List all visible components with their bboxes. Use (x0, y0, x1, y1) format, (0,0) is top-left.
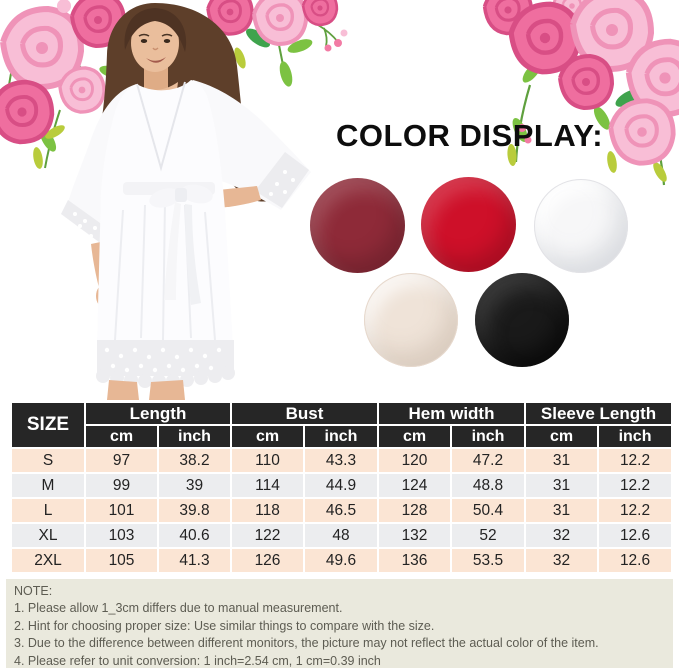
size-label: XL (10, 522, 86, 549)
header-sleeve-length: Sleeve Length (524, 401, 674, 426)
cell: 44.9 (303, 472, 379, 499)
unit-header: inch (157, 424, 232, 449)
cell: 48.8 (449, 472, 527, 499)
cell: 12.2 (597, 472, 674, 499)
header-hem-width: Hem width (376, 401, 527, 426)
cell: 47.2 (449, 447, 527, 474)
size-label: 2XL (10, 547, 86, 574)
cell: 99 (84, 472, 159, 499)
cell: 31 (524, 472, 600, 499)
cell: 103 (84, 522, 159, 549)
table-row-l: L 101 39.8 118 46.5 128 50.4 31 12.2 (10, 497, 674, 524)
cell: 122 (230, 522, 305, 549)
color-swatch-black (475, 273, 569, 367)
unit-header: cm (377, 424, 452, 449)
cell: 32 (524, 547, 600, 574)
cell: 12.6 (597, 547, 674, 574)
table-row-s: S 97 38.2 110 43.3 120 47.2 31 12.2 (10, 447, 674, 474)
cell: 41.3 (157, 547, 232, 574)
cell: 128 (377, 497, 452, 524)
color-swatch-red (421, 177, 516, 272)
cell: 48 (303, 522, 379, 549)
unit-header: inch (597, 424, 674, 449)
color-display-heading: COLOR DISPLAY: (336, 118, 604, 153)
note-item-4: 4. Please refer to unit conversion: 1 in… (14, 653, 381, 668)
cell: 12.2 (597, 497, 674, 524)
cell: 52 (449, 522, 527, 549)
cell: 12.6 (597, 522, 674, 549)
color-swatch-champagne (364, 273, 458, 367)
note-title: NOTE: (14, 584, 53, 598)
cell: 132 (377, 522, 452, 549)
cell: 124 (377, 472, 452, 499)
cell: 97 (84, 447, 159, 474)
unit-header: cm (84, 424, 159, 449)
cell: 32 (524, 522, 600, 549)
unit-header: cm (524, 424, 600, 449)
cell: 136 (377, 547, 452, 574)
color-swatch-wine-red (310, 178, 405, 273)
unit-header: inch (303, 424, 379, 449)
size-label: M (10, 472, 86, 499)
size-label: L (10, 497, 86, 524)
cell: 43.3 (303, 447, 379, 474)
cell: 53.5 (449, 547, 527, 574)
table-row-xl: XL 103 40.6 122 48 132 52 32 12.6 (10, 522, 674, 549)
cell: 12.2 (597, 447, 674, 474)
header-length: Length (84, 401, 232, 426)
header-size: SIZE (10, 401, 86, 449)
model-photo (61, 3, 311, 400)
cell: 110 (230, 447, 305, 474)
cell: 49.6 (303, 547, 379, 574)
unit-header: cm (230, 424, 305, 449)
size-label: S (10, 447, 86, 474)
note-item-1: 1. Please allow 1_3cm differs due to man… (14, 601, 343, 616)
note-item-2: 2. Hint for choosing proper size: Use si… (14, 618, 435, 633)
roses-top-center-icon (206, 0, 348, 88)
size-chart-table: SIZE Length Bust Hem width Sleeve Length… (10, 401, 674, 574)
unit-header: inch (449, 424, 527, 449)
cell: 120 (377, 447, 452, 474)
cell: 126 (230, 547, 305, 574)
cell: 38.2 (157, 447, 232, 474)
cell: 101 (84, 497, 159, 524)
cell: 31 (524, 447, 600, 474)
color-swatch-white (534, 179, 628, 273)
note-item-3: 3. Due to the difference between differe… (14, 636, 599, 651)
cell: 46.5 (303, 497, 379, 524)
cell: 50.4 (449, 497, 527, 524)
table-row-2xl: 2XL 105 41.3 126 49.6 136 53.5 32 12.6 (10, 547, 674, 574)
cell: 40.6 (157, 522, 232, 549)
note-section: NOTE: 1. Please allow 1_3cm differs due … (6, 579, 673, 668)
header-bust: Bust (230, 401, 379, 426)
cell: 39 (157, 472, 232, 499)
roses-top-right-icon (482, 0, 679, 186)
table-row-m: M 99 39 114 44.9 124 48.8 31 12.2 (10, 472, 674, 499)
cell: 105 (84, 547, 159, 574)
cell: 31 (524, 497, 600, 524)
cell: 39.8 (157, 497, 232, 524)
cell: 114 (230, 472, 305, 499)
cell: 118 (230, 497, 305, 524)
